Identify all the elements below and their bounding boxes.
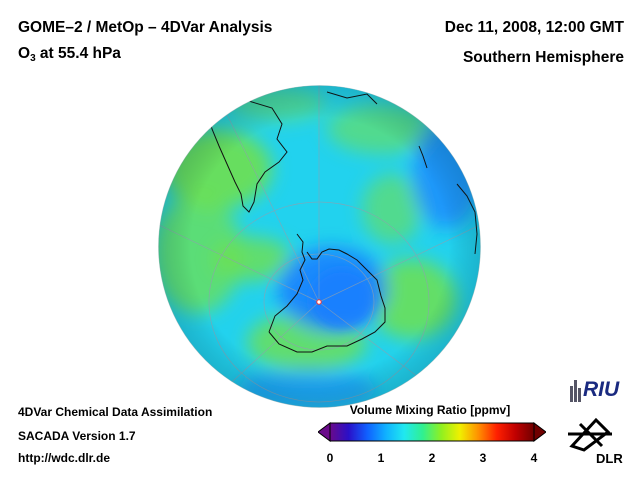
species-subscript: 3 bbox=[30, 53, 36, 64]
colorbar-underflow-arrow bbox=[318, 422, 331, 442]
colorbar-tick-label: 2 bbox=[428, 451, 436, 465]
colorbar-tick-label: 1 bbox=[377, 451, 385, 465]
globe-map bbox=[158, 85, 481, 408]
footer-version-label: SACADA Version 1.7 bbox=[18, 429, 136, 443]
colorbar-tick-label: 0 bbox=[326, 451, 334, 465]
map-title: GOME–2 / MetOp – 4DVar Analysis bbox=[18, 19, 273, 36]
footer-url-link[interactable]: http://wdc.dlr.de bbox=[18, 451, 110, 465]
colorbar-title: Volume Mixing Ratio [ppmv] bbox=[349, 403, 511, 417]
colorbar-scale bbox=[329, 422, 535, 442]
riu-logo-text: RIU bbox=[583, 378, 620, 401]
species-symbol: O bbox=[18, 45, 31, 62]
colorbar-tick-label: 4 bbox=[530, 451, 538, 465]
timestamp: Dec 11, 2008, 12:00 GMT bbox=[444, 19, 624, 36]
species-label: O3 at 55.4 hPa bbox=[18, 45, 121, 64]
footer-system-label: 4DVar Chemical Data Assimilation bbox=[18, 405, 213, 419]
riu-logo: RIU bbox=[570, 378, 620, 402]
colorbar-overflow-arrow bbox=[533, 422, 546, 442]
region-label: Southern Hemisphere bbox=[462, 49, 624, 66]
colorbar bbox=[318, 422, 546, 442]
dlr-logo-text: DLR bbox=[596, 451, 623, 466]
south-pole-marker bbox=[316, 299, 322, 305]
colorbar-tick-label: 3 bbox=[479, 451, 487, 465]
pressure-level: at 55.4 hPa bbox=[35, 45, 121, 62]
dlr-logo-mark bbox=[568, 417, 612, 452]
